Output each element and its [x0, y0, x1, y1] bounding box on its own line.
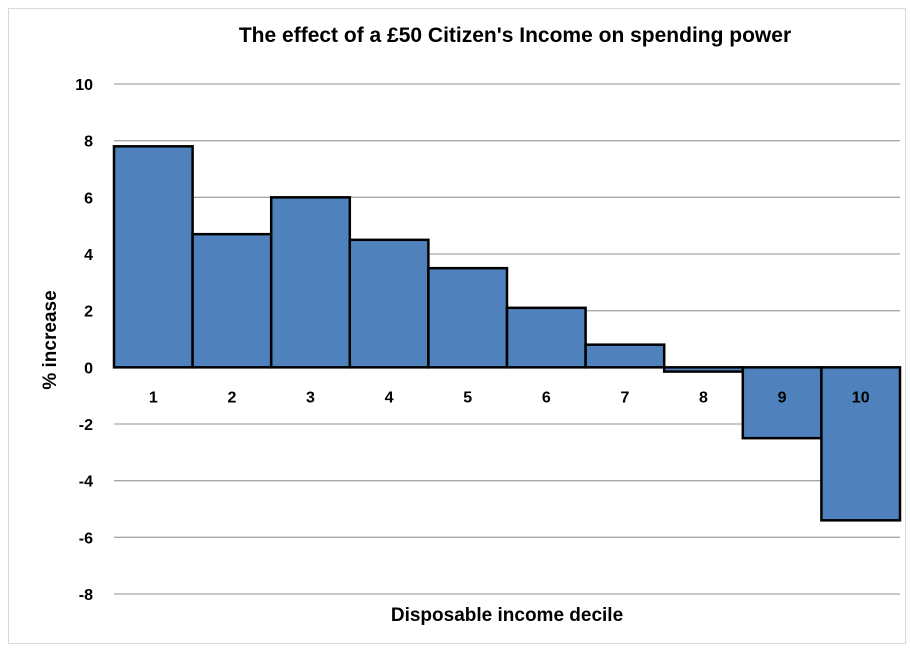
- y-tick-label: -2: [79, 417, 93, 434]
- y-tick-label: 2: [84, 304, 93, 321]
- y-tick-label: 6: [84, 190, 93, 207]
- bar: [112, 145, 194, 369]
- bar: [269, 196, 352, 369]
- bar: [427, 266, 509, 369]
- bars: [112, 145, 902, 522]
- x-category-label: 8: [699, 389, 708, 406]
- y-tick-label: 4: [84, 247, 93, 264]
- bar: [820, 366, 902, 522]
- x-category-label: 2: [227, 389, 236, 406]
- x-category-label: 4: [385, 389, 394, 406]
- y-tick-label: -4: [79, 474, 93, 491]
- bar: [505, 306, 587, 369]
- bar: [741, 366, 823, 440]
- y-tick-label: 10: [75, 77, 93, 94]
- y-axis-ticks: 10 8 6 4 2 0 -2 -4 -6 -8: [75, 77, 93, 604]
- bar: [191, 232, 273, 369]
- bar: [348, 238, 430, 369]
- y-axis-title: % increase: [40, 290, 61, 389]
- bar: [662, 366, 745, 373]
- y-tick-label: 8: [84, 134, 93, 151]
- x-category-label: 7: [620, 389, 629, 406]
- x-category-label: 1: [149, 389, 158, 406]
- chart-title: The effect of a £50 Citizen's Income on …: [239, 24, 791, 47]
- y-tick-label: 0: [84, 360, 93, 377]
- bar: [584, 343, 666, 369]
- y-tick-label: -6: [79, 530, 93, 547]
- x-axis-title: Disposable income decile: [391, 605, 623, 626]
- x-category-label: 3: [306, 389, 315, 406]
- y-tick-label: -8: [79, 587, 93, 604]
- x-category-label: 5: [463, 389, 472, 406]
- x-category-label: 10: [852, 389, 870, 406]
- x-axis-categories: 1 2 3 4 5 6 7 8 9 10: [149, 389, 870, 406]
- x-category-label: 9: [778, 389, 787, 406]
- x-category-label: 6: [542, 389, 551, 406]
